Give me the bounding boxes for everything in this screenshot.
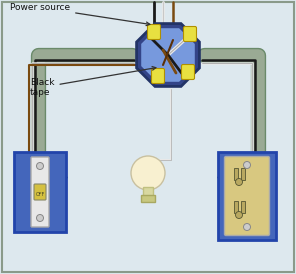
FancyBboxPatch shape bbox=[147, 24, 160, 39]
Circle shape bbox=[36, 215, 44, 221]
FancyBboxPatch shape bbox=[218, 152, 276, 240]
FancyBboxPatch shape bbox=[14, 152, 66, 232]
FancyBboxPatch shape bbox=[241, 168, 245, 180]
FancyBboxPatch shape bbox=[2, 2, 294, 272]
Polygon shape bbox=[136, 24, 200, 86]
FancyBboxPatch shape bbox=[241, 201, 245, 213]
Text: Power source: Power source bbox=[10, 3, 150, 25]
Text: OFF: OFF bbox=[36, 192, 45, 196]
Circle shape bbox=[236, 178, 242, 185]
FancyBboxPatch shape bbox=[181, 64, 194, 79]
Text: Black
tape: Black tape bbox=[30, 67, 156, 97]
Circle shape bbox=[36, 162, 44, 170]
FancyBboxPatch shape bbox=[234, 201, 238, 213]
FancyBboxPatch shape bbox=[184, 27, 197, 41]
FancyBboxPatch shape bbox=[234, 168, 238, 180]
FancyBboxPatch shape bbox=[152, 68, 165, 84]
FancyBboxPatch shape bbox=[31, 157, 49, 227]
Circle shape bbox=[244, 224, 250, 230]
FancyBboxPatch shape bbox=[143, 187, 153, 197]
Polygon shape bbox=[141, 28, 195, 82]
Circle shape bbox=[236, 212, 242, 218]
FancyBboxPatch shape bbox=[224, 156, 269, 235]
FancyBboxPatch shape bbox=[141, 195, 155, 202]
Circle shape bbox=[244, 161, 250, 169]
FancyBboxPatch shape bbox=[34, 184, 46, 200]
Circle shape bbox=[131, 156, 165, 190]
